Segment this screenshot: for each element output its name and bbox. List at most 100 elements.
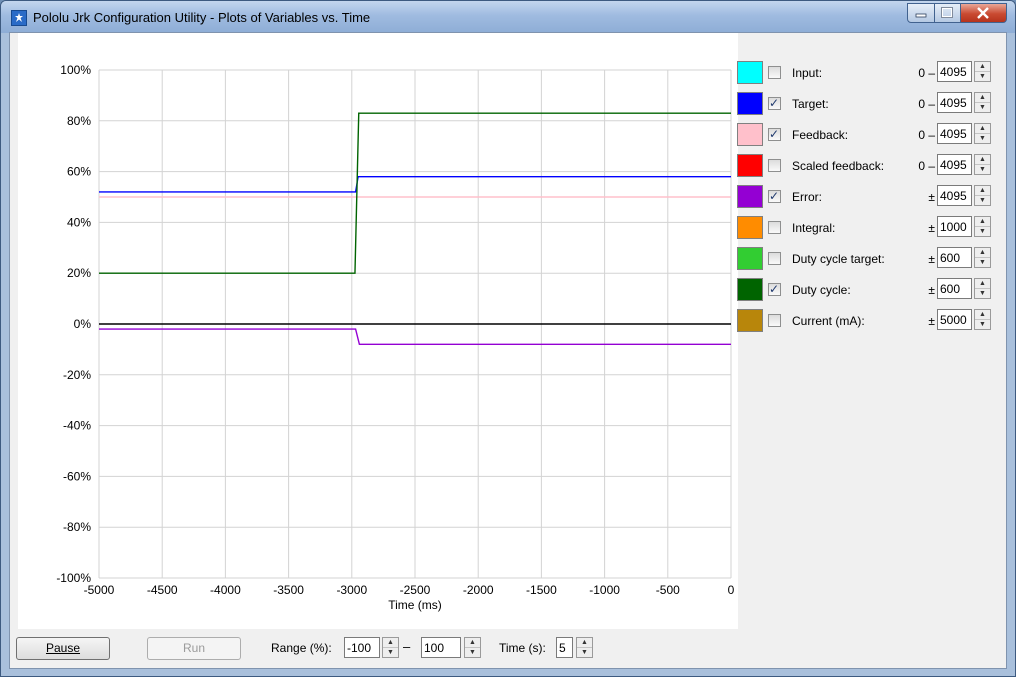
spin-up-icon[interactable]: ▲ bbox=[975, 155, 990, 165]
variable-range-prefix: 0 – bbox=[918, 128, 935, 142]
spin-up-icon[interactable]: ▲ bbox=[383, 638, 398, 648]
variable-row: ✓ Error: ±4095 ▲ ▼ bbox=[737, 185, 1002, 212]
variable-scale-input[interactable]: 4095 bbox=[937, 154, 972, 175]
variable-scale-spinner[interactable]: ▲ ▼ bbox=[974, 216, 991, 237]
variable-scale-spinner[interactable]: ▲ ▼ bbox=[974, 123, 991, 144]
y-tick-label: 80% bbox=[67, 114, 91, 128]
spin-down-icon[interactable]: ▼ bbox=[979, 259, 986, 266]
color-swatch[interactable] bbox=[737, 247, 763, 270]
close-button[interactable] bbox=[961, 3, 1007, 23]
variable-label: Integral: bbox=[792, 221, 836, 235]
variable-scale-spinner[interactable]: ▲ ▼ bbox=[974, 154, 991, 175]
minimize-button[interactable] bbox=[907, 3, 935, 23]
range-max-input[interactable]: 100 bbox=[421, 637, 461, 658]
color-swatch[interactable] bbox=[737, 216, 763, 239]
variable-checkbox[interactable]: ✓ bbox=[768, 96, 781, 110]
variable-checkbox[interactable] bbox=[768, 159, 781, 172]
run-button[interactable]: Run bbox=[147, 637, 241, 660]
variable-range-prefix: ± bbox=[928, 190, 935, 204]
variable-scale-spinner[interactable]: ▲ ▼ bbox=[974, 61, 991, 82]
spin-down-icon[interactable]: ▼ bbox=[979, 321, 986, 328]
color-swatch[interactable] bbox=[737, 123, 763, 146]
minimize-icon bbox=[915, 13, 927, 18]
time-plot-chart: 100%80%60%40%20%0%-20%-40%-60%-80%-100%-… bbox=[56, 63, 734, 612]
range-min-spinner[interactable]: ▲ ▼ bbox=[382, 637, 399, 658]
variable-scale-input[interactable]: 4095 bbox=[937, 92, 972, 113]
variable-scale-input[interactable]: 5000 bbox=[937, 309, 972, 330]
variable-checkbox[interactable] bbox=[768, 221, 781, 234]
spin-up-icon[interactable]: ▲ bbox=[465, 638, 480, 648]
y-tick-label: 20% bbox=[67, 266, 91, 280]
color-swatch[interactable] bbox=[737, 154, 763, 177]
spin-up-icon[interactable]: ▲ bbox=[975, 279, 990, 289]
spin-down-icon[interactable]: ▼ bbox=[581, 649, 588, 656]
spin-down-icon[interactable]: ▼ bbox=[979, 104, 986, 111]
variable-checkbox[interactable] bbox=[768, 252, 781, 265]
x-tick-label: -4500 bbox=[147, 583, 178, 597]
checkmark-icon: ✓ bbox=[769, 189, 780, 203]
variable-label: Current (mA): bbox=[792, 314, 865, 328]
variable-scale-input[interactable]: 600 bbox=[937, 278, 972, 299]
variable-checkbox[interactable]: ✓ bbox=[768, 282, 781, 296]
window-title: Pololu Jrk Configuration Utility - Plots… bbox=[33, 10, 371, 25]
variable-scale-input[interactable]: 4095 bbox=[937, 123, 972, 144]
maximize-button[interactable] bbox=[935, 3, 961, 23]
checkmark-icon: ✓ bbox=[769, 282, 780, 296]
spin-down-icon[interactable]: ▼ bbox=[979, 166, 986, 173]
variable-scale-input[interactable]: 1000 bbox=[937, 216, 972, 237]
variable-scale-input[interactable]: 600 bbox=[937, 247, 972, 268]
variable-checkbox[interactable]: ✓ bbox=[768, 189, 781, 203]
client-area: 100% 80% 60% 40% 20% 0% -20% -40% -60% -80% -100% -… bbox=[9, 32, 1007, 669]
spin-down-icon[interactable]: ▼ bbox=[979, 73, 986, 80]
spin-up-icon[interactable]: ▲ bbox=[577, 638, 592, 648]
variable-range-prefix: ± bbox=[928, 283, 935, 297]
variable-checkbox[interactable]: ✓ bbox=[768, 127, 781, 141]
spin-down-icon[interactable]: ▼ bbox=[979, 135, 986, 142]
spin-down-icon[interactable]: ▼ bbox=[387, 649, 394, 656]
variable-row: ✓ Feedback: 0 –4095 ▲ ▼ bbox=[737, 123, 1002, 150]
variable-label: Scaled feedback: bbox=[792, 159, 885, 173]
time-spinner[interactable]: ▲ ▼ bbox=[576, 637, 593, 658]
variable-label: Target: bbox=[792, 97, 829, 111]
spin-up-icon[interactable]: ▲ bbox=[975, 124, 990, 134]
window-controls bbox=[907, 3, 1007, 23]
spin-up-icon[interactable]: ▲ bbox=[975, 310, 990, 320]
variable-scale-spinner[interactable]: ▲ ▼ bbox=[974, 309, 991, 330]
range-max-spinner[interactable]: ▲ ▼ bbox=[464, 637, 481, 658]
color-swatch[interactable] bbox=[737, 61, 763, 84]
variable-checkbox[interactable] bbox=[768, 314, 781, 327]
range-dash: – bbox=[403, 639, 411, 654]
variable-row: Current (mA): ±5000 ▲ ▼ bbox=[737, 309, 1002, 336]
variable-scale-input[interactable]: 4095 bbox=[937, 185, 972, 206]
time-input[interactable]: 5 bbox=[556, 637, 573, 658]
spin-up-icon[interactable]: ▲ bbox=[975, 186, 990, 196]
variable-scale-spinner[interactable]: ▲ ▼ bbox=[974, 247, 991, 268]
title-bar[interactable]: Pololu Jrk Configuration Utility - Plots… bbox=[1, 1, 1015, 33]
color-swatch[interactable] bbox=[737, 185, 763, 208]
y-tick-label: -100% bbox=[56, 571, 91, 585]
pause-button[interactable]: Pause bbox=[16, 637, 110, 660]
spin-up-icon[interactable]: ▲ bbox=[975, 62, 990, 72]
spin-down-icon[interactable]: ▼ bbox=[979, 197, 986, 204]
variable-scale-spinner[interactable]: ▲ ▼ bbox=[974, 92, 991, 113]
variable-checkbox[interactable] bbox=[768, 66, 781, 79]
variable-scale-spinner[interactable]: ▲ ▼ bbox=[974, 278, 991, 299]
color-swatch[interactable] bbox=[737, 278, 763, 301]
spin-down-icon[interactable]: ▼ bbox=[979, 290, 986, 297]
spin-up-icon[interactable]: ▲ bbox=[975, 217, 990, 227]
range-min-input[interactable]: -100 bbox=[344, 637, 380, 658]
y-tick-label: -60% bbox=[63, 469, 91, 483]
spin-up-icon[interactable]: ▲ bbox=[975, 248, 990, 258]
series-line-duty-cycle bbox=[99, 112, 731, 274]
spin-down-icon[interactable]: ▼ bbox=[979, 228, 986, 235]
color-swatch[interactable] bbox=[737, 92, 763, 115]
variable-label: Input: bbox=[792, 66, 823, 80]
variable-scale-input[interactable]: 4095 bbox=[937, 61, 972, 82]
color-swatch[interactable] bbox=[737, 309, 763, 332]
variable-label: Feedback: bbox=[792, 128, 849, 142]
y-tick-label: 60% bbox=[67, 165, 91, 179]
range-label: Range (%): bbox=[271, 641, 332, 655]
spin-up-icon[interactable]: ▲ bbox=[975, 93, 990, 103]
spin-down-icon[interactable]: ▼ bbox=[469, 649, 476, 656]
variable-scale-spinner[interactable]: ▲ ▼ bbox=[974, 185, 991, 206]
